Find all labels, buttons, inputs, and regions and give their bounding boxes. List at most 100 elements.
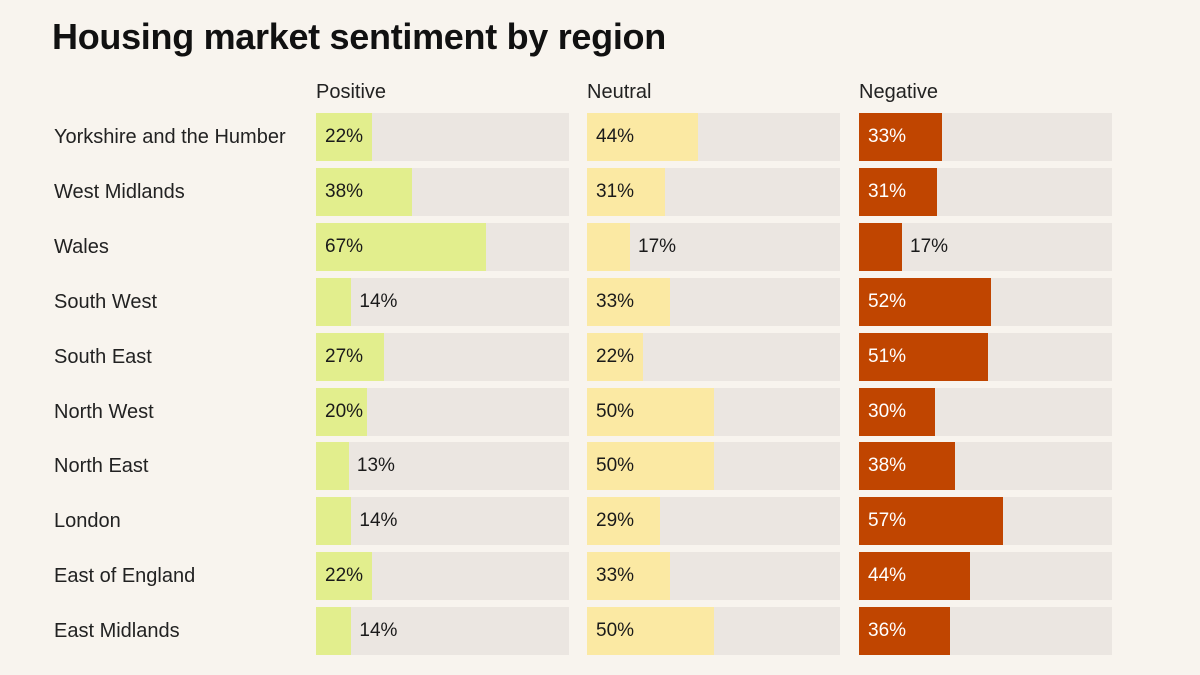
bar-neutral (587, 222, 630, 271)
data-label: 67% (325, 235, 364, 257)
data-label: 30% (868, 400, 907, 422)
data-label: 38% (325, 180, 364, 202)
bar-negative (859, 222, 902, 271)
region-label: South East (54, 345, 152, 368)
column-header-neutral: Neutral (587, 81, 652, 103)
bar-negative (859, 332, 989, 381)
bar-neutral (587, 332, 643, 381)
bar-track: 30% (859, 387, 1112, 436)
column-header-positive: Positive (316, 81, 387, 103)
bar-track: 17% (587, 222, 840, 271)
bar-positive (316, 332, 385, 381)
bar-negative (859, 113, 943, 161)
bar-negative (859, 442, 956, 491)
data-label: 14% (359, 620, 398, 642)
region-label: East of England (54, 565, 196, 588)
bar-negative (859, 497, 1004, 546)
data-label: 29% (596, 510, 635, 532)
data-label: 50% (596, 455, 635, 477)
bar-track: 44% (859, 552, 1112, 601)
data-label: 31% (868, 180, 907, 202)
bar-neutral (587, 167, 666, 216)
bar-track: 50% (587, 607, 840, 656)
data-label: 51% (868, 345, 907, 367)
bar-positive (316, 387, 367, 436)
bar-track: 22% (316, 113, 569, 161)
data-label: 27% (325, 345, 364, 367)
bar-track: 29% (587, 497, 840, 546)
region-label: North West (54, 400, 154, 423)
bar-neutral (587, 387, 714, 436)
region-label: North East (54, 455, 149, 478)
data-label: 13% (356, 455, 395, 477)
bar-negative (859, 167, 938, 216)
bar-positive (316, 607, 352, 656)
bar-track: 67% (316, 222, 569, 271)
bar-track: 31% (859, 167, 1112, 216)
bar-track: 14% (316, 607, 569, 656)
data-label: 20% (325, 400, 364, 422)
data-label: 38% (868, 455, 907, 477)
bar-positive (316, 277, 352, 326)
data-label: 50% (596, 400, 635, 422)
bar-track: 20% (316, 387, 569, 436)
data-label: 31% (596, 180, 635, 202)
data-label: 17% (638, 235, 677, 257)
region-label: East Midlands (54, 620, 180, 643)
data-label: 22% (325, 126, 364, 147)
bar-track: 33% (587, 552, 840, 601)
bar-track: 50% (587, 442, 840, 491)
bar-positive (316, 552, 372, 601)
bar-positive (316, 167, 413, 216)
bar-neutral (587, 552, 671, 601)
bar-track: 50% (587, 387, 840, 436)
bar-neutral (587, 497, 661, 546)
bar-track: 13% (316, 442, 569, 491)
bar-track: 33% (859, 113, 1112, 161)
bar-positive (316, 222, 486, 271)
data-label: 14% (359, 510, 398, 532)
data-label: 14% (359, 290, 398, 312)
data-label: 44% (868, 565, 907, 587)
bar-neutral (587, 442, 714, 491)
data-label: 33% (596, 290, 635, 312)
data-label: 22% (596, 345, 635, 367)
bar-track: 38% (316, 167, 569, 216)
bar-track: 22% (316, 552, 569, 601)
bar-track: 27% (316, 332, 569, 381)
region-label: London (54, 510, 121, 533)
bar-negative (859, 607, 951, 656)
data-label: 17% (910, 235, 949, 257)
bar-track: 51% (859, 332, 1112, 381)
bar-negative (859, 387, 935, 436)
bar-track: 31% (587, 167, 840, 216)
data-label: 33% (596, 565, 635, 587)
column-header-negative: Negative (859, 81, 938, 103)
region-label: Wales (54, 235, 109, 258)
region-label: South West (54, 290, 158, 313)
data-label: 52% (868, 290, 907, 312)
region-label: Yorkshire and the Humber (54, 126, 286, 148)
bar-track: 52% (859, 277, 1112, 326)
bar-neutral (587, 277, 671, 326)
bar-neutral (587, 607, 714, 656)
bar-track: 44% (587, 113, 840, 161)
bar-track: 38% (859, 442, 1112, 491)
bar-track: 14% (316, 497, 569, 546)
data-label: 36% (868, 620, 907, 642)
bar-neutral (587, 113, 699, 161)
data-label: 22% (325, 565, 364, 587)
bar-track: 22% (587, 332, 840, 381)
bar-track: 57% (859, 497, 1112, 546)
data-label: 57% (868, 510, 907, 532)
data-label: 44% (596, 126, 635, 147)
bar-track: 17% (859, 222, 1112, 271)
bar-negative (859, 552, 971, 601)
data-label: 33% (868, 126, 907, 147)
bar-positive (316, 497, 352, 546)
region-label: West Midlands (54, 180, 185, 203)
bar-track: 36% (859, 607, 1112, 656)
data-label: 50% (596, 620, 635, 642)
bar-positive (316, 113, 372, 161)
bar-positive (316, 442, 349, 491)
